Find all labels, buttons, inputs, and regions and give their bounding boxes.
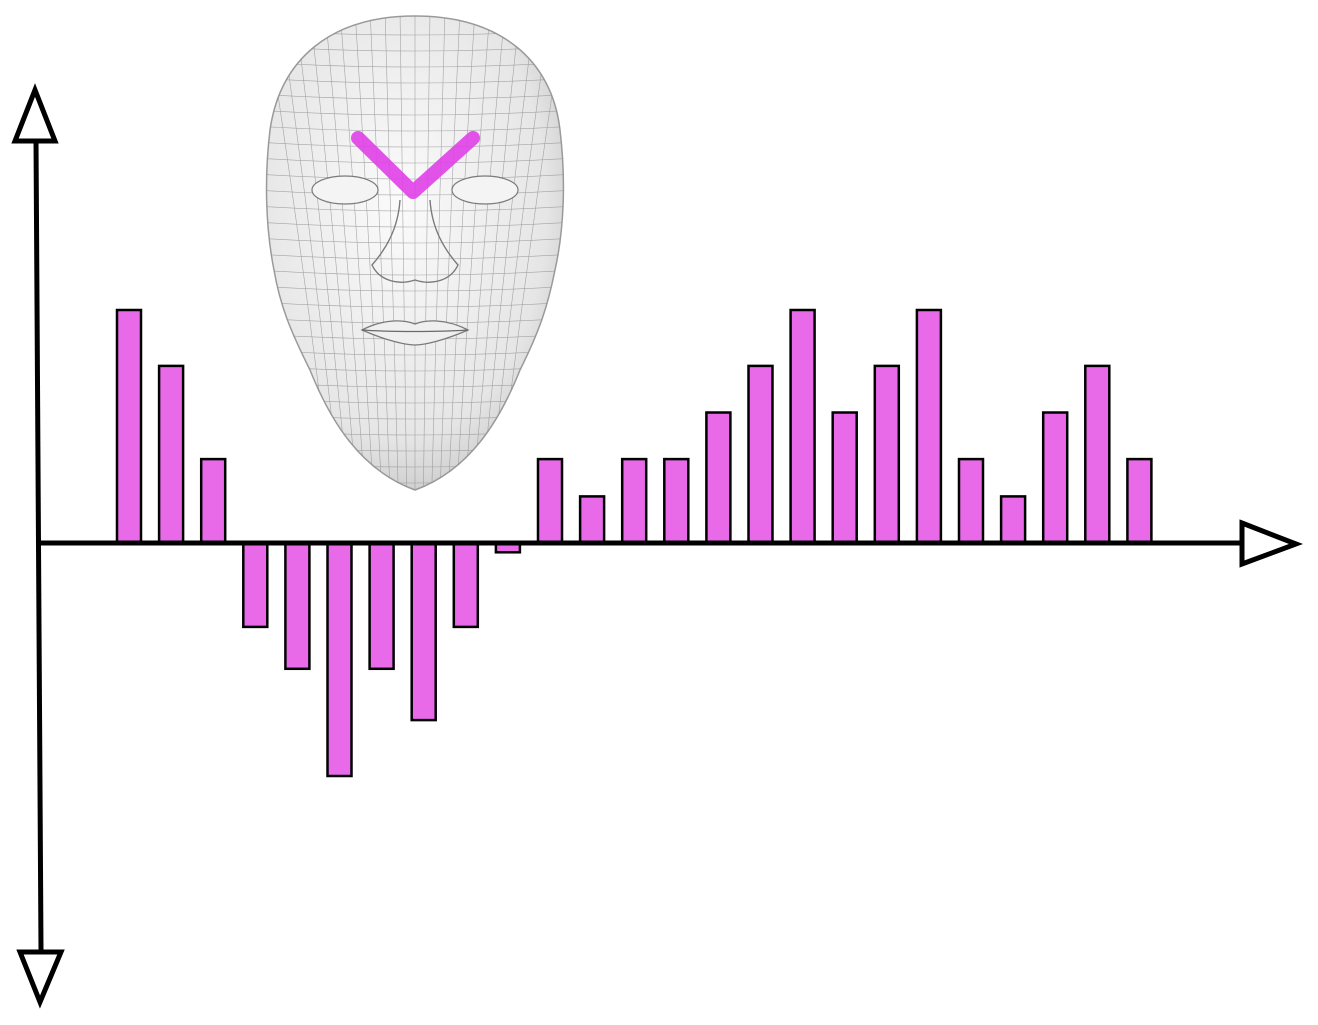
mesh-line [255, 494, 575, 499]
bar-22 [999, 495, 1027, 545]
bar-18 [831, 411, 858, 545]
wireframe-face-icon [255, 15, 575, 499]
mesh-line [354, 16, 383, 490]
bar-23 [1041, 411, 1069, 545]
bar-4 [242, 541, 269, 629]
mesh-line [294, 16, 350, 490]
y-axis-up-arrowhead [11, 83, 59, 144]
mesh-line [439, 16, 461, 490]
bar-16 [747, 364, 774, 545]
right-eye [451, 175, 519, 205]
bar-12 [578, 495, 606, 545]
bar-2 [157, 364, 185, 545]
mesh-line [399, 16, 408, 490]
bar-20 [915, 308, 943, 545]
bar-25 [1126, 457, 1153, 545]
y-axis-down-arrowhead [16, 949, 65, 1009]
bar-9 [452, 541, 480, 629]
bar-19 [873, 364, 901, 545]
axes [11, 83, 1304, 1009]
bar-24 [1084, 364, 1111, 545]
bar-3 [199, 457, 227, 545]
nose [371, 199, 459, 283]
mesh-line [447, 16, 476, 490]
bar-5 [284, 541, 311, 671]
left-eye [311, 175, 379, 205]
bar-17 [789, 308, 816, 545]
mesh-line [455, 16, 491, 490]
mesh-line [422, 16, 431, 490]
bar-15 [705, 411, 732, 545]
mesh-line [309, 16, 358, 490]
y-axis [33, 139, 44, 951]
bar-1 [115, 308, 143, 545]
mesh-line [324, 16, 366, 490]
mesh-line [480, 16, 536, 490]
bar-6 [326, 541, 353, 778]
mesh-line [339, 16, 375, 490]
bar-14 [663, 457, 690, 545]
bar-21 [957, 457, 985, 545]
mesh-line [464, 16, 506, 490]
bar-13 [620, 457, 648, 545]
frown-brows [351, 131, 480, 199]
bar-7 [368, 541, 395, 671]
bar-11 [536, 457, 564, 545]
x-axis-arrowhead [1239, 519, 1304, 568]
mesh-line [472, 16, 521, 490]
mesh-line [369, 16, 391, 490]
bar-8 [410, 541, 437, 722]
